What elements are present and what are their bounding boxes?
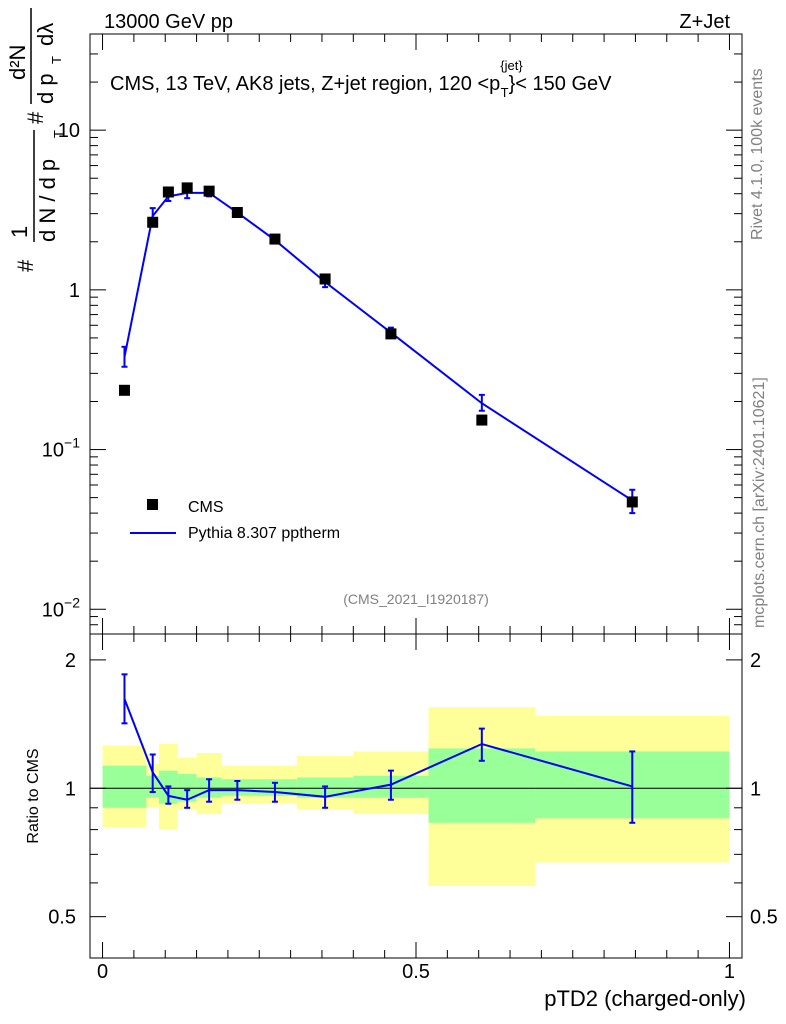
ratio-ytick-label-left: 0.5 (48, 907, 76, 929)
x-tick-label: 0.5 (402, 961, 430, 983)
main-ylabel: # 1 d N / d p T # d²N d p T dλ (5, 8, 66, 272)
cms-data-point (626, 496, 638, 508)
cms-data-point (385, 328, 397, 340)
ratio-ytick-label-left: 2 (65, 650, 76, 672)
legend-label-pythia: Pythia 8.307 pptherm (188, 525, 340, 542)
cms-data-point (231, 207, 243, 219)
cms-data-point (162, 186, 174, 198)
ratio-ytick-label-right: 2 (750, 650, 761, 672)
cms-data-point (476, 414, 488, 426)
ylabel-T: T (51, 130, 66, 138)
cms-data-point (147, 216, 159, 228)
x-tick-label: 1 (724, 961, 735, 983)
x-tick-label: 0 (97, 961, 108, 983)
ylabel-hash1: # (13, 259, 38, 272)
title-post: }< 150 GeV (509, 73, 613, 95)
data-marks (118, 182, 638, 824)
ylabel-dN: d N / d p (35, 159, 60, 242)
main-ytick-label: 10−1 (42, 435, 80, 462)
x-axis-label: pTD2 (charged-only) (544, 986, 746, 1011)
cms-data-point (181, 182, 193, 194)
ylabel-dp: d p (33, 73, 58, 104)
legend: CMS Pythia 8.307 pptherm (130, 499, 340, 542)
ylabel-T2: T (49, 56, 64, 64)
ylabel-one: 1 (7, 226, 32, 238)
header-left: 13000 GeV pp (104, 11, 233, 33)
ratio-ytick-label-left: 1 (65, 778, 76, 800)
plot-title: CMS, 13 TeV, AK8 jets, Z+jet region, 120… (110, 58, 612, 100)
side-text-mcplots: mcplots.cern.ch [arXiv:2401.10621] (751, 377, 768, 628)
ylabel-dl: dλ (33, 23, 58, 46)
side-text-rivet: Rivet 4.1.0, 100k events (749, 68, 766, 240)
cms-data-point (203, 185, 215, 197)
cms-data-point (118, 384, 130, 396)
axis-ticks: 10 1 10−1 10−2 0 0.5 1 2 2 1 1 0.5 0.5 (42, 33, 778, 983)
main-ytick-label: 1 (69, 280, 80, 302)
analysis-watermark: (CMS_2021_I1920187) (343, 591, 489, 607)
ylabel-d2N: d²N (5, 45, 30, 80)
title-pre: CMS, 13 TeV, AK8 jets, Z+jet region, 120… (110, 73, 500, 95)
ratio-ytick-label-right: 1 (750, 778, 761, 800)
cms-data-point (269, 233, 281, 245)
pythia-line (123, 191, 633, 502)
legend-label-cms: CMS (188, 499, 224, 516)
header-right: Z+Jet (679, 11, 730, 33)
main-ytick-label: 10−2 (42, 594, 80, 621)
main-plot-frame (89, 33, 743, 635)
title-sub: T (501, 85, 509, 100)
title-sup: {jet} (500, 58, 523, 73)
ratio-band-inner-0 (102, 765, 147, 808)
cms-data-point (319, 273, 331, 285)
legend-marker-cms (147, 499, 158, 510)
ratio-ylabel: Ratio to CMS (25, 748, 42, 843)
ylabel-hash2: # (23, 111, 48, 124)
ratio-ytick-label-right: 0.5 (750, 907, 778, 929)
main-ytick-label: 10 (58, 120, 80, 142)
